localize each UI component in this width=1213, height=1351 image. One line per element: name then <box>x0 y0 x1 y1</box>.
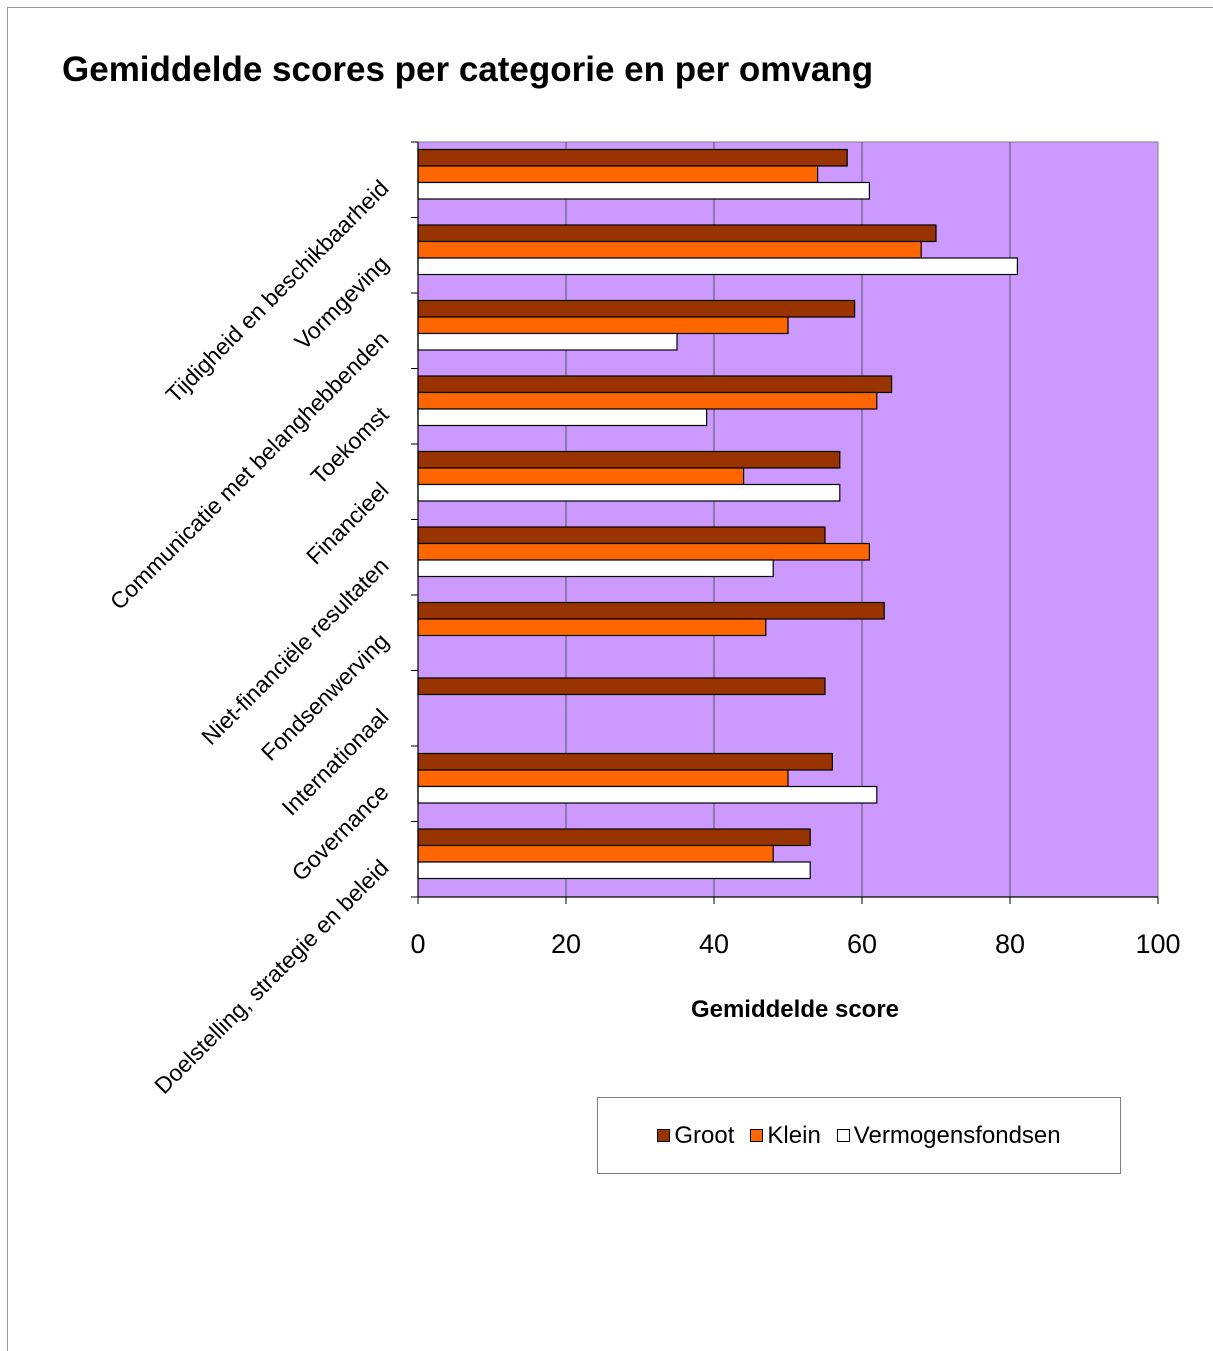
bar-vermogensfondsen <box>417 483 841 502</box>
bar-vermogensfondsen <box>417 408 708 427</box>
category-label: Financieel <box>301 477 394 570</box>
legend-label: Groot <box>674 1121 735 1149</box>
bar-groot <box>417 450 841 469</box>
bar-klein <box>417 618 767 637</box>
x-tick-labels: 0 20 40 60 80 100 <box>410 929 1180 959</box>
bar-groot <box>417 375 893 394</box>
axes <box>411 141 1159 904</box>
legend-item: Groot <box>657 1122 734 1150</box>
bar-groot <box>417 526 826 545</box>
category-label: Communicatie met belanghebbenden <box>105 326 394 615</box>
legend-item: Klein <box>750 1121 821 1150</box>
bar-klein <box>417 240 922 259</box>
bar-groot <box>417 299 856 318</box>
x-tick-label: 0 <box>410 929 425 959</box>
bar-klein <box>417 844 774 863</box>
x-tick-label: 40 <box>699 929 729 959</box>
category-labels: Tijdigheid en beschikbaarheidVormgevingC… <box>105 175 394 1099</box>
bar-vermogensfondsen <box>417 785 878 804</box>
category-label: Fondsenwerving <box>256 628 394 766</box>
x-tick-label: 20 <box>551 929 581 959</box>
x-tick-label: 80 <box>995 929 1025 959</box>
x-tick-label: 100 <box>1135 929 1180 959</box>
bar-klein <box>417 542 870 561</box>
bar-klein <box>417 769 789 788</box>
bar-groot <box>417 677 826 696</box>
x-tick-label: 60 <box>847 929 877 959</box>
bar-vermogensfondsen <box>417 559 774 578</box>
bar-vermogensfondsen <box>417 861 811 880</box>
legend-swatch <box>750 1129 764 1142</box>
bar-vermogensfondsen <box>417 257 1019 276</box>
bar-klein <box>417 467 745 486</box>
legend-label: Vermogensfondsen <box>853 1121 1061 1149</box>
bar-klein <box>417 316 789 335</box>
chart-title: Gemiddelde scores per categorie en per o… <box>62 50 874 89</box>
category-label: Doelstelling, strategie en beleid <box>149 854 393 1098</box>
bar-groot <box>417 752 833 771</box>
bar-groot <box>417 828 811 847</box>
bar-groot <box>417 148 848 167</box>
legend-swatch <box>836 1129 850 1142</box>
legend-label: Klein <box>767 1121 821 1149</box>
bar-groot <box>417 224 937 243</box>
chart-frame <box>7 7 1213 1351</box>
legend: Groot Klein Vermogensfondsen <box>597 1097 1121 1174</box>
x-axis-title: Gemiddelde score <box>691 996 899 1023</box>
bar-klein <box>417 391 878 410</box>
bar-klein <box>417 165 819 184</box>
bar-vermogensfondsen <box>417 181 870 200</box>
bar-vermogensfondsen <box>417 332 678 351</box>
legend-swatch <box>657 1129 671 1142</box>
bar-groot <box>417 601 885 620</box>
legend-item: Vermogensfondsen <box>836 1121 1061 1150</box>
